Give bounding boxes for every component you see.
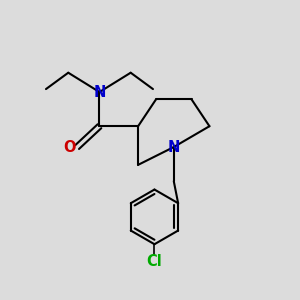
Text: O: O [64,140,76,154]
Text: N: N [93,85,106,100]
Text: N: N [168,140,180,154]
Text: Cl: Cl [147,254,162,269]
